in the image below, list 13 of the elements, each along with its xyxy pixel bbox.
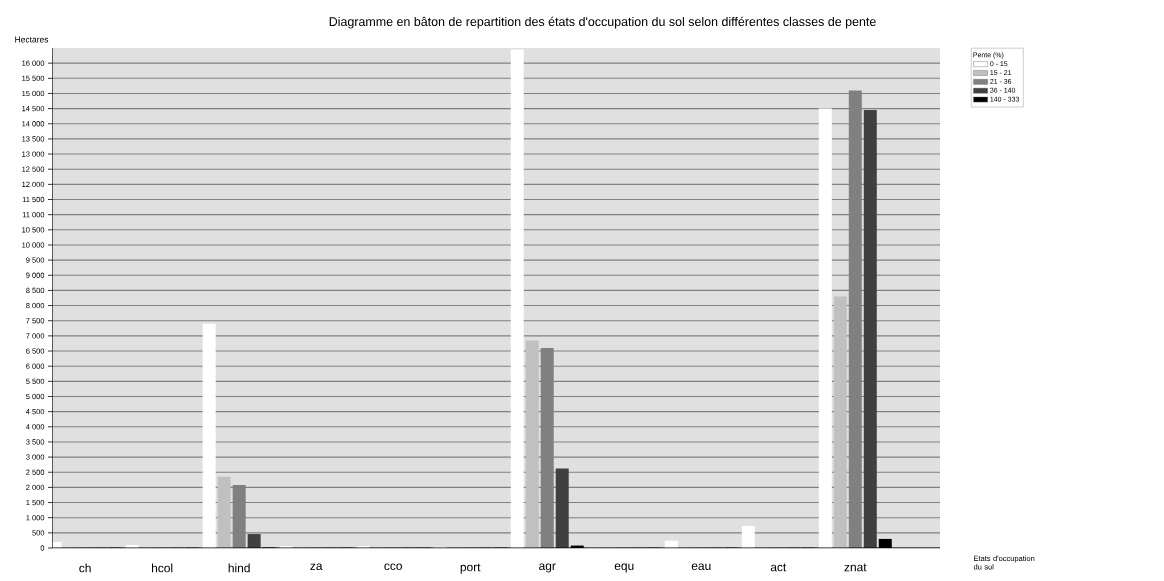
chart-title: Diagramme en bâton de repartition des états d'occupation du sol selon différentes classes de pente	[329, 16, 876, 29]
x-tick-label: act	[770, 563, 787, 572]
x-tick-label: ch	[79, 563, 91, 573]
x-tick-label: hind	[228, 563, 250, 573]
x-tick-label: za	[310, 563, 323, 571]
x-tick-label: eau	[691, 563, 711, 571]
x-tick-label: agr	[539, 563, 556, 573]
x-tick-label: hcol	[152, 563, 173, 573]
x-tick-label: port	[460, 563, 481, 574]
x-tick-label: cco	[384, 563, 402, 571]
x-tick-label: equ	[614, 563, 634, 573]
y-axis-title: Hectares	[15, 36, 49, 43]
x-tick-label: znat	[844, 563, 867, 572]
